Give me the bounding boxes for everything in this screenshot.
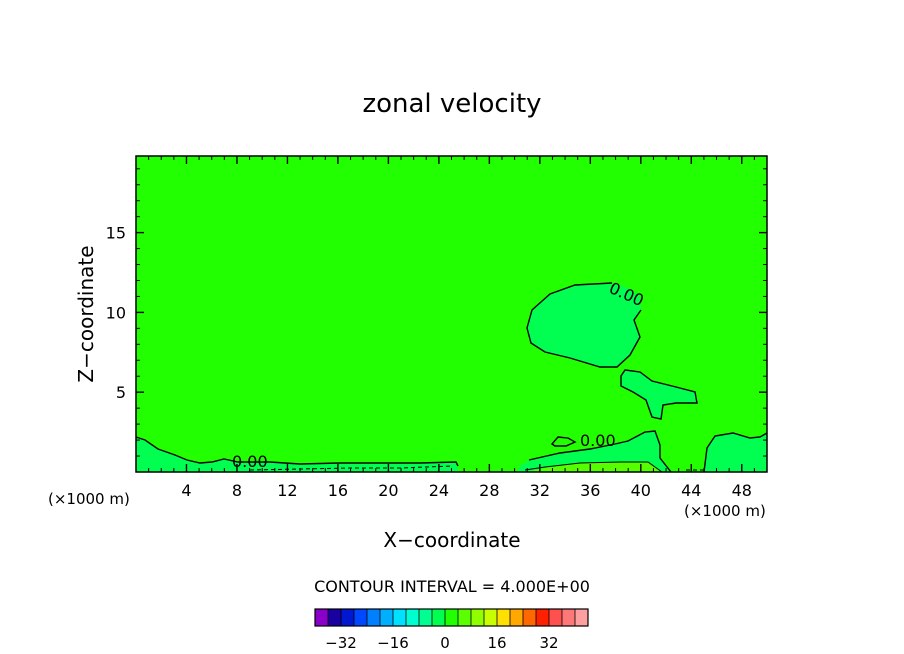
colorbar-swatch (380, 609, 394, 626)
contour-line-bottom-right-loop (550, 436, 577, 447)
chart-title: zonal velocity (362, 89, 541, 119)
contour-line-upper-bulge (526, 282, 642, 368)
colorbar-swatch (575, 609, 589, 626)
x-tick-label: 40 (631, 481, 651, 500)
x-tick-label: 8 (232, 481, 242, 500)
colorbar-swatch (510, 609, 524, 626)
colorbar: −32 −16 0 16 32 (314, 608, 589, 652)
colorbar-frame (314, 608, 589, 627)
colorbar-swatch (497, 609, 511, 626)
x-tick-label: 36 (580, 481, 600, 500)
contour-label: 0.00 (232, 452, 268, 471)
x-tick-label: 32 (530, 481, 550, 500)
colorbar-swatch (471, 609, 485, 626)
contour-label: 0.00 (580, 431, 616, 450)
colorbar-swatch (484, 609, 498, 626)
contour-region-mid-bulge (621, 370, 697, 419)
contour-line-bottom-right (528, 430, 672, 473)
contour-line-mid-bulge (620, 369, 698, 420)
colorbar-tick-label: 0 (440, 634, 450, 652)
colorbar-swatch (432, 609, 446, 626)
x-tick-label: 48 (732, 481, 752, 500)
x-tick-label: 24 (429, 481, 449, 500)
colorbar-swatch (536, 609, 550, 626)
colorbar-swatch (393, 609, 407, 626)
x-axis-ticks: 4 8 12 16 20 24 28 32 36 40 44 48 (148, 156, 755, 500)
x-tick-label: 28 (479, 481, 499, 500)
colorbar-swatch (419, 609, 433, 626)
colorbar-swatch (341, 609, 355, 626)
contour-line-positive (524, 461, 663, 473)
contour-line-negative-dashed (249, 465, 453, 471)
colorbar-tick-label: 32 (539, 634, 558, 652)
contour-region-bottom-far-right (704, 433, 767, 472)
x-axis-label: X−coordinate (383, 528, 520, 552)
y-tick-label: 5 (116, 383, 126, 402)
contour-line-bottom-far-right (703, 432, 768, 473)
x-unit-right: (×1000 m) (684, 502, 766, 520)
y-tick-label: 10 (106, 303, 126, 322)
colorbar-tick-label: −16 (377, 634, 409, 652)
colorbar-tick-label: −32 (325, 634, 357, 652)
colorbar-swatch (354, 609, 368, 626)
colorbar-swatch (549, 609, 563, 626)
colorbar-swatch (367, 609, 381, 626)
colorbar-swatch (562, 609, 576, 626)
x-tick-label: 12 (277, 481, 297, 500)
x-unit-left: (×1000 m) (48, 490, 130, 508)
contour-region-upper-bulge (527, 283, 641, 367)
colorbar-swatch (445, 609, 459, 626)
colorbar-swatch (315, 609, 329, 626)
x-tick-label: 44 (681, 481, 701, 500)
y-axis-label: Z−coordinate (74, 245, 98, 382)
x-tick-label: 16 (328, 481, 348, 500)
colorbar-tick-label: 16 (487, 634, 506, 652)
plot-background (136, 156, 767, 472)
y-axis-ticks: 5 10 15 (106, 168, 767, 457)
colorbar-swatch (406, 609, 420, 626)
x-tick-label: 4 (181, 481, 191, 500)
y-tick-label: 15 (106, 224, 126, 243)
plot-area: 0.00 0.00 0.00 4 8 12 16 20 24 28 32 36 40 44 48 51… (106, 155, 768, 500)
x-tick-label: 20 (378, 481, 398, 500)
contour-interval-label: CONTOUR INTERVAL = 4.000E+00 (314, 577, 590, 596)
colorbar-swatch (523, 609, 537, 626)
contour-line-bottom-left (135, 436, 459, 467)
colorbar-swatch (328, 609, 342, 626)
colorbar-swatch (458, 609, 472, 626)
